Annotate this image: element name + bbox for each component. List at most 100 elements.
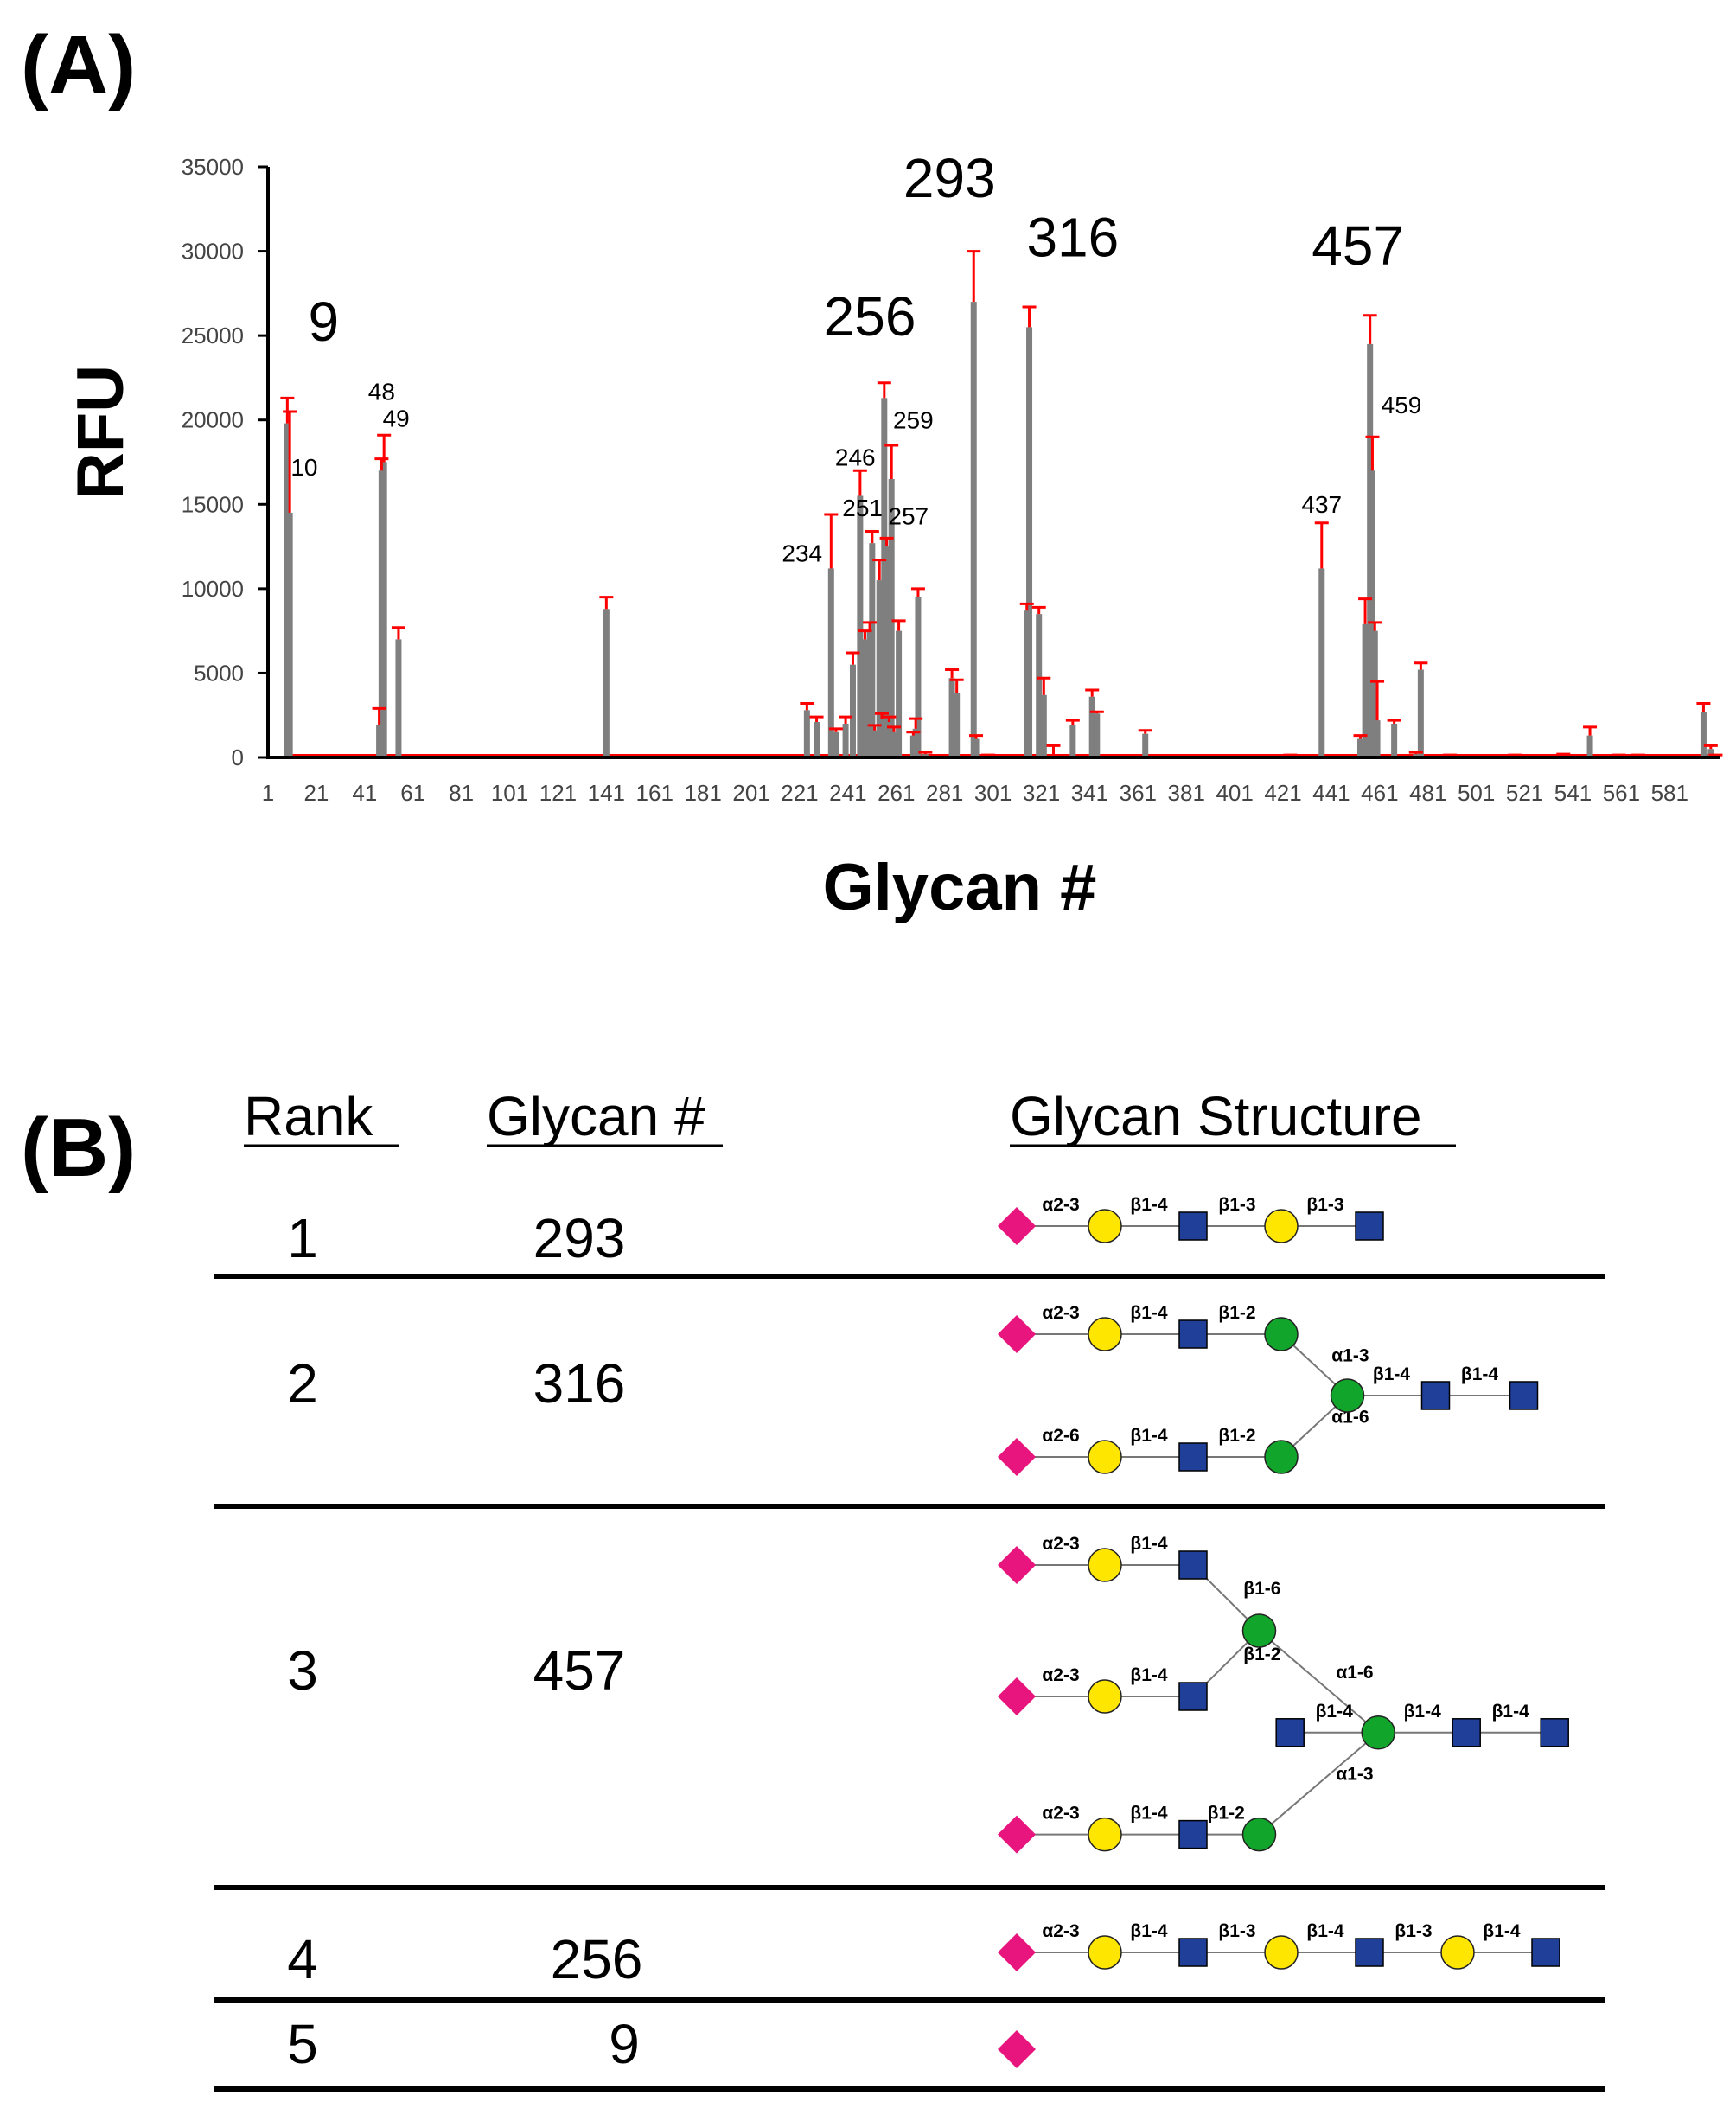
x-tick-label: 221 <box>781 780 818 806</box>
x-tick-label: 241 <box>829 780 866 806</box>
glcnac-square <box>1178 1211 1208 1241</box>
x-tick-label: 181 <box>684 780 721 806</box>
error-bar <box>1414 661 1428 670</box>
y-tick-label: 35000 <box>182 154 244 180</box>
error-bar <box>879 536 894 547</box>
galactose-circle <box>1264 1209 1299 1243</box>
x-tick-label: 121 <box>539 780 577 806</box>
sialic-acid-diamond <box>998 1438 1036 1476</box>
error-bar <box>1703 744 1718 750</box>
bar <box>814 722 820 757</box>
bar-annotation: 437 <box>1301 491 1342 518</box>
x-tick-label: 401 <box>1216 780 1253 806</box>
x-tick-label: 81 <box>449 780 474 806</box>
bar <box>1142 733 1149 757</box>
y-tick-label: 5000 <box>194 660 244 686</box>
linkage-label: β1-4 <box>1306 1921 1343 1941</box>
sialic-acid-diamond <box>998 1546 1036 1584</box>
bar-annotation: 48 <box>368 378 395 405</box>
linkage-label: β1-4 <box>1316 1702 1353 1722</box>
mannose-circle <box>1361 1715 1395 1750</box>
x-tick-label: 301 <box>974 780 1012 806</box>
bar <box>1362 623 1369 757</box>
x-tick-label: 201 <box>732 780 769 806</box>
bar <box>1094 713 1101 757</box>
linkage-label: α2-3 <box>1042 1804 1079 1824</box>
error-bar <box>882 715 897 723</box>
linkage-label: α2-6 <box>1042 1426 1079 1446</box>
x-tick-label: 561 <box>1603 780 1640 806</box>
error-bar <box>1583 725 1598 736</box>
glcnac-square <box>1531 1938 1560 1967</box>
linkage-label: β1-4 <box>1130 1804 1167 1824</box>
error-bar <box>872 559 887 581</box>
linkage-label: β1-2 <box>1243 1645 1280 1664</box>
mannose-circle <box>1330 1378 1365 1413</box>
error-bar <box>824 513 839 569</box>
glycan-cell: 293 <box>533 1207 626 1269</box>
error-bar <box>1408 751 1423 755</box>
bar-annotation: 259 <box>893 406 934 433</box>
x-tick-label: 41 <box>352 780 377 806</box>
linkage-label: β1-3 <box>1395 1921 1432 1941</box>
error-bar <box>906 731 921 736</box>
linkage-label: β1-4 <box>1130 1303 1167 1323</box>
bar-annotation: 10 <box>290 454 317 481</box>
error-bar <box>828 727 843 732</box>
error-bars <box>280 250 1723 757</box>
bar-annotation: 316 <box>1026 206 1119 268</box>
error-bar <box>1708 753 1723 757</box>
table-row-2: 2 316 <box>287 1352 625 1415</box>
bar <box>948 678 955 757</box>
glcnac-square <box>1178 1938 1208 1967</box>
bar <box>973 738 980 757</box>
error-bar <box>1387 719 1401 724</box>
error-bar <box>372 706 386 725</box>
bar <box>861 639 868 757</box>
galactose-circle <box>1088 1209 1122 1243</box>
galactose-circle <box>1088 1679 1122 1714</box>
bar <box>395 639 402 757</box>
bar <box>833 731 839 757</box>
table-row-5: 5 9 <box>287 2013 640 2075</box>
linkage-label: β1-4 <box>1130 1921 1167 1941</box>
bar <box>888 479 895 757</box>
bar-annotation: 234 <box>782 540 822 567</box>
error-bar <box>886 725 901 732</box>
error-bar <box>1370 680 1385 721</box>
error-bar <box>1363 314 1377 344</box>
table-row-4: 4 256 <box>287 1928 642 1990</box>
panel-b-label: (B) <box>21 1102 136 1194</box>
error-bar <box>867 724 882 731</box>
bar <box>842 723 849 757</box>
bar <box>1088 696 1095 757</box>
galactose-circle <box>1088 1548 1122 1582</box>
linkage-label: α1-6 <box>1336 1663 1373 1683</box>
sialic-acid-diamond <box>998 1815 1036 1854</box>
x-tick-label: 1 <box>262 780 274 806</box>
linkage-label: α2-3 <box>1042 1534 1079 1554</box>
bar <box>1069 725 1076 757</box>
linkage-label: α1-3 <box>1331 1346 1369 1366</box>
mannose-circle <box>1264 1440 1299 1474</box>
bar-annotation: 293 <box>903 147 996 209</box>
sialic-acid-diamond <box>998 1933 1036 1971</box>
header-glycan-num: Glycan # <box>487 1085 705 1147</box>
bar <box>286 513 293 757</box>
linkage-label: α1-6 <box>1331 1408 1369 1428</box>
galactose-circle <box>1088 1817 1122 1852</box>
x-tick-label: 161 <box>636 780 673 806</box>
linkage-label: β1-4 <box>1483 1921 1520 1941</box>
error-bar <box>1089 710 1104 714</box>
linkage-label: α1-3 <box>1336 1765 1373 1785</box>
bar <box>884 546 890 757</box>
error-bar <box>1631 753 1645 757</box>
linkage-label: β1-4 <box>1130 1665 1167 1685</box>
glcnac-square <box>1509 1381 1539 1410</box>
sialic-acid-diamond <box>998 1677 1036 1715</box>
x-tick-label: 141 <box>588 780 625 806</box>
glycan-cell: 256 <box>551 1928 643 1990</box>
bar <box>970 302 977 758</box>
sialic-acid-diamond <box>998 2030 1036 2068</box>
